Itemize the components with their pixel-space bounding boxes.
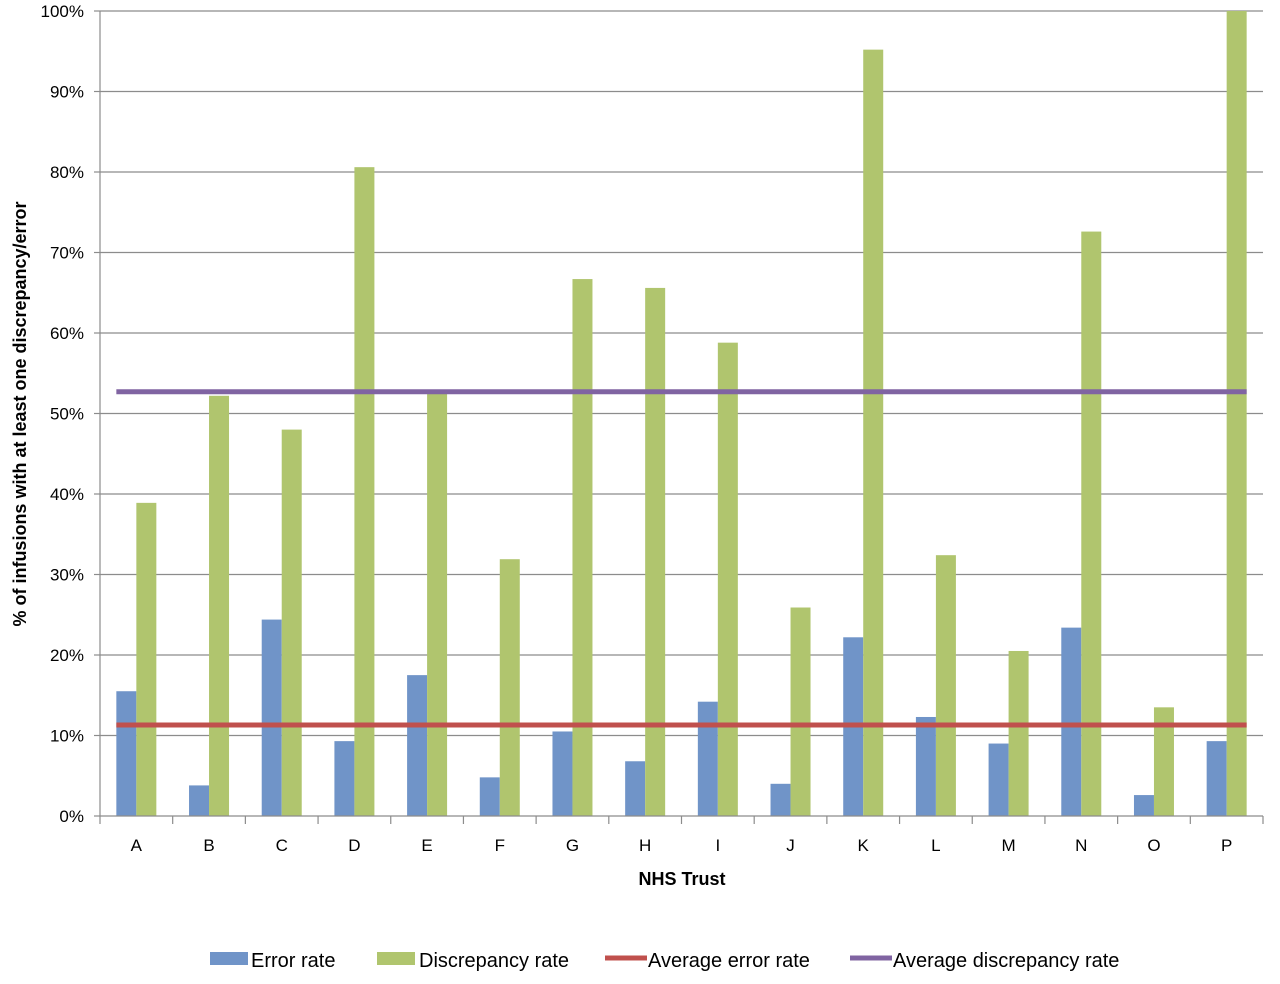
discrepancy-rate-bar <box>1226 11 1247 816</box>
discrepancy-rate-bar <box>863 49 884 816</box>
y-tick-label: 20% <box>50 646 84 665</box>
x-tick-label: K <box>858 836 870 855</box>
legend-label: Error rate <box>251 950 335 972</box>
discrepancy-rate-bar <box>209 395 230 816</box>
x-tick-label: B <box>203 836 214 855</box>
y-tick-label: 40% <box>50 485 84 504</box>
x-tick-label: E <box>421 836 432 855</box>
y-axis-title: % of infusions with at least one discrep… <box>10 201 30 626</box>
legend-label: Discrepancy rate <box>419 950 569 972</box>
discrepancy-rate-bar <box>499 559 520 816</box>
y-tick-label: 80% <box>50 163 84 182</box>
x-tick-label: J <box>786 836 795 855</box>
error-rate-bar <box>915 716 936 816</box>
error-rate-bar <box>261 619 282 816</box>
discrepancy-rate-bar <box>1008 650 1029 816</box>
x-tick-label: F <box>495 836 505 855</box>
discrepancy-rate-bar <box>572 279 593 816</box>
error-rate-bar <box>988 743 1009 816</box>
legend-label: Average discrepancy rate <box>893 950 1119 972</box>
x-tick-label: H <box>639 836 651 855</box>
error-rate-bar <box>625 761 646 816</box>
discrepancy-rate-bar <box>136 502 157 816</box>
discrepancy-rate-bar <box>645 287 666 816</box>
error-rate-bar <box>334 741 355 816</box>
x-tick-label: G <box>566 836 579 855</box>
y-tick-label: 50% <box>50 405 84 424</box>
discrepancy-rate-bar <box>354 167 375 817</box>
x-tick-label: P <box>1221 836 1232 855</box>
x-tick-label: L <box>931 836 940 855</box>
legend-label: Average error rate <box>648 950 810 972</box>
y-tick-label: 60% <box>50 324 84 343</box>
average-lines <box>116 389 1247 728</box>
error-rate-bar <box>479 777 500 816</box>
error-rate-bar <box>407 675 428 816</box>
error-rate-bar <box>1061 627 1082 816</box>
discrepancy-rate-bar <box>427 393 448 816</box>
x-axis-title: NHS Trust <box>638 869 725 889</box>
y-tick-label: 30% <box>50 566 84 585</box>
y-tick-label: 90% <box>50 83 84 102</box>
x-tick-label: I <box>715 836 720 855</box>
discrepancy-rate-bar <box>281 429 302 816</box>
y-tick-label: 100% <box>41 2 84 21</box>
x-tick-label: O <box>1147 836 1160 855</box>
error-rate-bar <box>116 691 137 816</box>
x-tick-label: A <box>131 836 143 855</box>
error-rate-bar <box>697 701 718 816</box>
discrepancy-rate-bar <box>935 555 956 816</box>
y-tick-label: 10% <box>50 727 84 746</box>
error-rate-bar <box>1133 795 1154 816</box>
legend-swatch <box>377 952 415 965</box>
error-rate-bar <box>189 785 210 816</box>
y-tick-label: 0% <box>59 807 84 826</box>
discrepancy-rate-bar <box>1153 707 1174 816</box>
legend-swatch <box>210 952 248 965</box>
x-tick-label: M <box>1002 836 1016 855</box>
discrepancy-rate-bar <box>790 607 811 816</box>
y-axis-tick-labels: 0% 10% 20% 30% 40% 50% 60% 70% 80% 90% 100% <box>41 2 84 826</box>
error-rate-bar <box>552 731 573 816</box>
legend: Error rate Discrepancy rate Average error … <box>210 950 1119 972</box>
y-tick-label: 70% <box>50 244 84 263</box>
discrepancy-rate-bar <box>717 342 738 816</box>
x-axis-tick-labels: A B C D E F G H I J K L M N O P <box>131 836 1233 855</box>
error-rate-bar <box>770 783 791 816</box>
discrepancy-rate-bar <box>1081 231 1102 816</box>
x-tick-label: D <box>348 836 360 855</box>
axes <box>99 11 1264 824</box>
x-tick-label: C <box>276 836 288 855</box>
x-tick-label: N <box>1075 836 1087 855</box>
error-rate-bar <box>1206 741 1227 816</box>
